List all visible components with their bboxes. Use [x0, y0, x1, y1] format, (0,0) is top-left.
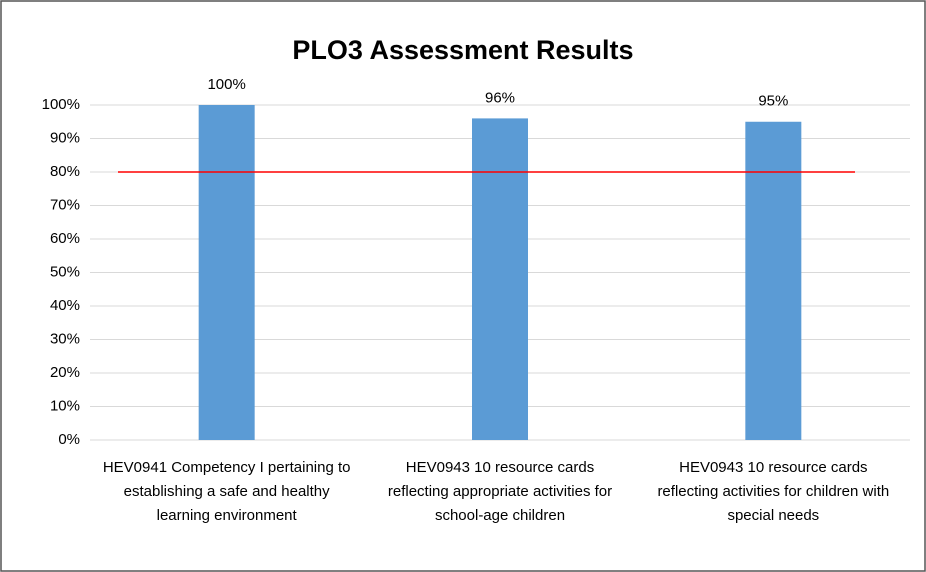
y-tick-label: 70%	[50, 196, 80, 213]
y-tick-label: 0%	[58, 431, 80, 448]
y-tick-label: 80%	[50, 163, 80, 180]
y-tick-label: 30%	[50, 330, 80, 347]
y-tick-label: 100%	[42, 96, 80, 113]
value-label: 95%	[758, 93, 788, 110]
x-tick-label: HEV0943 10 resource cards reflecting app…	[387, 459, 613, 524]
y-tick-label: 40%	[50, 297, 80, 314]
chart-title: PLO3 Assessment Results	[292, 35, 633, 65]
y-tick-label: 50%	[50, 263, 80, 280]
y-tick-label: 20%	[50, 364, 80, 381]
value-label: 96%	[485, 89, 515, 106]
bar	[745, 121, 802, 440]
y-tick-label: 10%	[50, 397, 80, 414]
y-tick-label: 60%	[50, 230, 80, 247]
x-tick-label: HEV0941 Competency I pertaining to estab…	[102, 459, 351, 524]
value-label: 100%	[207, 76, 245, 93]
x-tick-label: HEV0943 10 resource cards reflecting act…	[657, 459, 890, 524]
y-tick-label: 90%	[50, 129, 80, 146]
bar	[472, 118, 528, 441]
bar	[198, 105, 255, 440]
